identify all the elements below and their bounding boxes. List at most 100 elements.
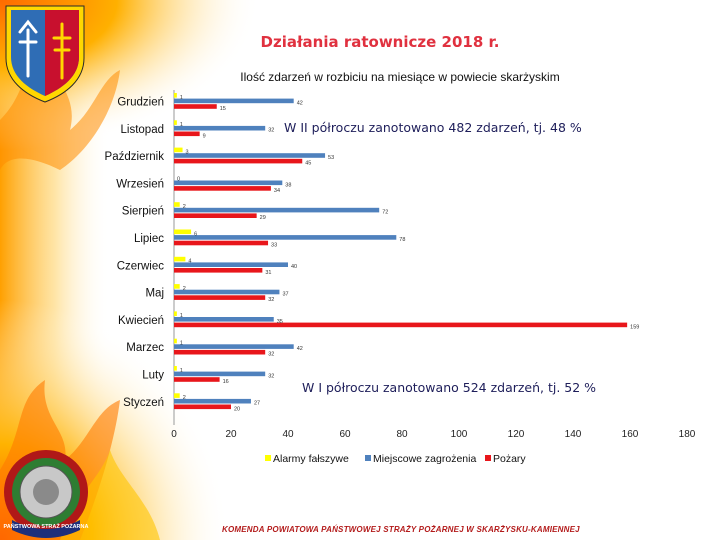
bar xyxy=(174,322,628,328)
x-tick-label: 120 xyxy=(508,429,525,440)
bar xyxy=(174,120,177,125)
x-tick-label: 140 xyxy=(565,429,582,440)
bar xyxy=(174,404,231,410)
bar xyxy=(174,213,257,218)
y-category-label: Kwiecień xyxy=(118,315,164,327)
data-label: 32 xyxy=(268,373,274,379)
data-label: 1 xyxy=(180,122,183,128)
bar xyxy=(174,284,180,289)
data-label: 3 xyxy=(186,149,189,155)
data-label: 16 xyxy=(223,379,229,385)
y-category-label: Lipiec xyxy=(134,233,164,245)
chart-subtitle: Ilość zdarzeń w rozbiciu na miesiące w p… xyxy=(240,70,560,84)
data-label: 32 xyxy=(268,352,274,358)
bar xyxy=(174,262,288,267)
y-category-label: Sierpień xyxy=(122,206,164,218)
data-label: 27 xyxy=(254,401,260,407)
data-label: 1 xyxy=(180,313,183,319)
data-label: 1 xyxy=(180,368,183,374)
badge-text: PAŃSTWOWA STRAŻ POŻARNA xyxy=(4,522,89,530)
bar xyxy=(174,229,192,235)
data-label: 32 xyxy=(268,297,274,303)
data-label: 32 xyxy=(268,128,274,134)
bar xyxy=(174,344,294,349)
bar xyxy=(174,98,294,104)
bar xyxy=(174,131,200,137)
bar xyxy=(174,93,177,98)
y-category-label: Wrzesień xyxy=(116,178,164,190)
bar xyxy=(174,289,280,295)
annotation-first-half: W I półroczu zanotowano 524 zdarzeń, tj.… xyxy=(302,380,597,395)
bar xyxy=(174,180,283,186)
bar xyxy=(174,317,274,322)
data-label: 53 xyxy=(328,155,334,161)
data-label: 31 xyxy=(265,270,271,276)
bar xyxy=(174,311,177,316)
data-label: 45 xyxy=(305,161,311,167)
x-tick-label: 20 xyxy=(225,429,237,440)
fire-service-badge-logo: PAŃSTWOWA STRAŻ POŻARNA xyxy=(4,450,89,538)
legend-label: Pożary xyxy=(493,453,526,465)
data-label: 6 xyxy=(194,231,197,237)
bar xyxy=(174,147,183,153)
data-label: 29 xyxy=(260,215,266,221)
data-label: 40 xyxy=(291,264,297,270)
legend-swatch xyxy=(365,455,371,461)
bar xyxy=(174,256,186,262)
bar xyxy=(174,366,177,371)
data-label: 9 xyxy=(203,133,206,139)
coat-of-arms-logo xyxy=(5,5,85,103)
data-label: 1 xyxy=(180,95,183,101)
data-label: 159 xyxy=(630,324,639,330)
data-label: 38 xyxy=(285,182,291,188)
bar xyxy=(174,207,380,213)
bar xyxy=(174,104,217,109)
data-label: 33 xyxy=(271,243,277,249)
bar xyxy=(174,377,220,382)
y-category-label: Listopad xyxy=(121,124,164,136)
y-category-label: Grudzień xyxy=(117,97,164,109)
data-label: 42 xyxy=(297,100,303,106)
x-tick-label: 180 xyxy=(679,429,696,440)
x-tick-label: 0 xyxy=(171,429,177,440)
legend-label: Alarmy fałszywe xyxy=(273,453,349,465)
slide-title: Działania ratownicze 2018 r. xyxy=(260,33,500,51)
data-label: 2 xyxy=(183,395,186,401)
data-label: 0 xyxy=(177,177,180,183)
data-label: 2 xyxy=(183,286,186,292)
data-label: 78 xyxy=(399,237,405,243)
bar xyxy=(174,158,303,164)
data-label: 72 xyxy=(382,210,388,216)
x-tick-label: 40 xyxy=(282,429,294,440)
x-tick-label: 100 xyxy=(451,429,468,440)
legend-label: Miejscowe zagrożenia xyxy=(373,453,476,465)
data-label: 35 xyxy=(277,319,283,325)
bar xyxy=(174,349,266,355)
y-category-label: Maj xyxy=(145,288,164,300)
y-category-label: Październik xyxy=(105,151,165,163)
legend-swatch xyxy=(485,455,491,461)
footer-text: KOMENDA POWIATOWA PAŃSTWOWEJ STRAŻY POŻA… xyxy=(222,525,580,534)
bar xyxy=(174,186,271,191)
legend-swatch xyxy=(265,455,271,461)
y-category-label: Styczeń xyxy=(123,397,164,409)
data-label: 4 xyxy=(188,259,191,265)
data-label: 2 xyxy=(183,204,186,210)
annotation-second-half: W II półroczu zanotowano 482 zdarzeń, tj… xyxy=(284,120,582,135)
bar xyxy=(174,202,180,207)
bar xyxy=(174,153,326,158)
bar xyxy=(174,125,266,131)
bar xyxy=(174,393,180,398)
data-label: 42 xyxy=(297,346,303,352)
bar xyxy=(174,268,263,273)
data-label: 1 xyxy=(180,341,183,347)
y-category-label: Czerwiec xyxy=(117,260,165,272)
bar xyxy=(174,235,397,240)
data-label: 20 xyxy=(234,406,240,412)
y-category-label: Marzec xyxy=(126,342,164,354)
x-tick-label: 80 xyxy=(396,429,408,440)
bar xyxy=(174,338,177,344)
